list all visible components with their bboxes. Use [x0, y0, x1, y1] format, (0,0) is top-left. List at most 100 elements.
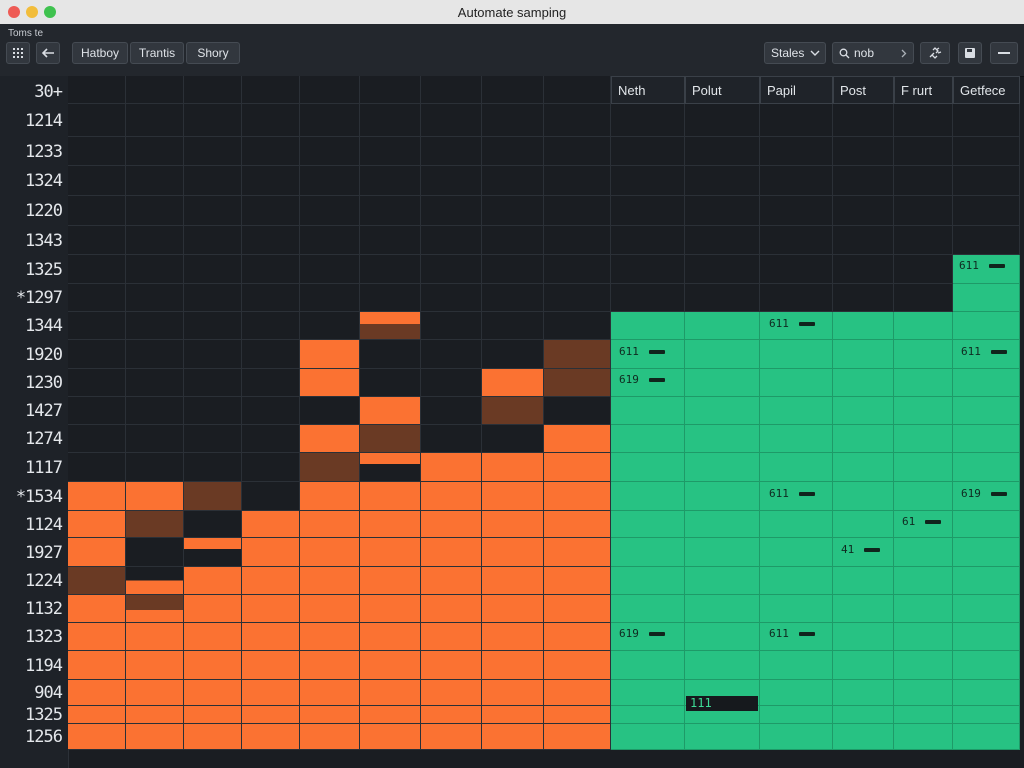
cell-tag[interactable]: 619: [619, 627, 665, 640]
grid-cell[interactable]: [760, 196, 833, 226]
grid-cell[interactable]: [68, 226, 126, 255]
grid-cell[interactable]: [894, 166, 953, 196]
grid-cell[interactable]: [760, 284, 833, 312]
grid-cell[interactable]: [611, 453, 685, 482]
grid-cell[interactable]: [300, 538, 360, 567]
grid-cell[interactable]: [184, 76, 242, 104]
grid-cell[interactable]: [544, 623, 611, 651]
grid-cell[interactable]: [421, 538, 482, 567]
grid-cell[interactable]: [242, 425, 300, 453]
grid-cell[interactable]: [685, 340, 760, 369]
grid-cell[interactable]: [242, 453, 300, 482]
grid-cell[interactable]: [68, 369, 126, 397]
grid-cell[interactable]: [611, 137, 685, 166]
grid-cell[interactable]: [68, 595, 126, 623]
grid-cell[interactable]: [300, 137, 360, 166]
grid-cell[interactable]: [953, 226, 1020, 255]
grid-cell[interactable]: [833, 724, 894, 750]
grid-cell[interactable]: [482, 369, 544, 397]
grid-cell[interactable]: [421, 706, 482, 724]
cell-tag[interactable]: 611: [769, 317, 815, 330]
grid-cell[interactable]: [300, 724, 360, 750]
grid-cell[interactable]: [126, 196, 184, 226]
grid-cell[interactable]: [300, 482, 360, 511]
grid-cell[interactable]: [126, 104, 184, 137]
cell-tag[interactable]: 611: [619, 345, 665, 358]
grid-cell[interactable]: [953, 312, 1020, 340]
cell-tag[interactable]: 61: [902, 515, 942, 528]
grid-cell[interactable]: [482, 706, 544, 724]
grid-cell[interactable]: [685, 453, 760, 482]
cell-tag[interactable]: 611: [769, 487, 815, 500]
grid-cell[interactable]: [421, 284, 482, 312]
grid-cell[interactable]: [242, 538, 300, 567]
grid-cell[interactable]: [184, 340, 242, 369]
close-window-button[interactable]: [8, 6, 20, 18]
grid-cell[interactable]: [894, 137, 953, 166]
grid-cell[interactable]: [300, 312, 360, 340]
grid-cell[interactable]: [894, 623, 953, 651]
grid-cell[interactable]: [833, 623, 894, 651]
grid-cell[interactable]: [421, 255, 482, 284]
grid-cell[interactable]: [184, 284, 242, 312]
tab-shory[interactable]: Shory: [186, 42, 240, 64]
grid-cell[interactable]: [611, 425, 685, 453]
grid-cell[interactable]: [421, 567, 482, 595]
grid-cell[interactable]: [544, 482, 611, 511]
grid-cell[interactable]: [833, 397, 894, 425]
grid-cell[interactable]: [611, 595, 685, 623]
grid-cell[interactable]: [894, 595, 953, 623]
grid-cell[interactable]: [482, 166, 544, 196]
grid-cell[interactable]: [833, 538, 894, 567]
grid-cell[interactable]: [421, 482, 482, 511]
grid-cell[interactable]: [685, 226, 760, 255]
grid-cell[interactable]: [953, 567, 1020, 595]
grid-cell[interactable]: [953, 623, 1020, 651]
grid-cell[interactable]: [126, 137, 184, 166]
grid-cell[interactable]: [126, 623, 184, 651]
grid-cell[interactable]: [894, 369, 953, 397]
grid-cell[interactable]: [126, 482, 184, 511]
grid-cell[interactable]: [953, 595, 1020, 623]
grid-cell[interactable]: [421, 680, 482, 706]
grid-cell[interactable]: [300, 255, 360, 284]
grid-cell[interactable]: [421, 425, 482, 453]
grid-cell[interactable]: [68, 511, 126, 538]
grid-cell[interactable]: [894, 724, 953, 750]
grid-cell[interactable]: [760, 706, 833, 724]
grid-cell[interactable]: [300, 595, 360, 623]
grid-cell[interactable]: [126, 166, 184, 196]
grid-cell[interactable]: [482, 226, 544, 255]
grid-cell[interactable]: [760, 453, 833, 482]
grid-cell[interactable]: [953, 196, 1020, 226]
grid-cell[interactable]: [611, 538, 685, 567]
grid-cell[interactable]: [953, 680, 1020, 706]
grid-cell[interactable]: [300, 680, 360, 706]
grid-cell[interactable]: [68, 453, 126, 482]
grid-cell[interactable]: [68, 340, 126, 369]
grid-cell[interactable]: [760, 680, 833, 706]
grid-cell[interactable]: [833, 369, 894, 397]
grid-icon[interactable]: [6, 42, 30, 64]
grid-cell[interactable]: [482, 137, 544, 166]
grid-cell[interactable]: [611, 397, 685, 425]
grid-cell[interactable]: [760, 226, 833, 255]
grid-cell[interactable]: [300, 425, 360, 453]
column-header[interactable]: Neth: [611, 76, 685, 104]
grid-cell[interactable]: [953, 284, 1020, 312]
tab-trantis[interactable]: Trantis: [130, 42, 184, 64]
grid-cell[interactable]: [833, 166, 894, 196]
grid-cell[interactable]: [242, 369, 300, 397]
grid-cell[interactable]: [482, 397, 544, 425]
grid-cell[interactable]: [482, 340, 544, 369]
grid-cell[interactable]: [242, 567, 300, 595]
grid-cell[interactable]: [360, 76, 421, 104]
grid-cell[interactable]: [685, 284, 760, 312]
grid-cell[interactable]: [833, 425, 894, 453]
grid-cell[interactable]: [482, 651, 544, 680]
grid-cell[interactable]: [360, 284, 421, 312]
grid-cell[interactable]: [482, 196, 544, 226]
grid-cell[interactable]: [68, 651, 126, 680]
grid-cell[interactable]: [184, 724, 242, 750]
grid-cell[interactable]: [685, 196, 760, 226]
